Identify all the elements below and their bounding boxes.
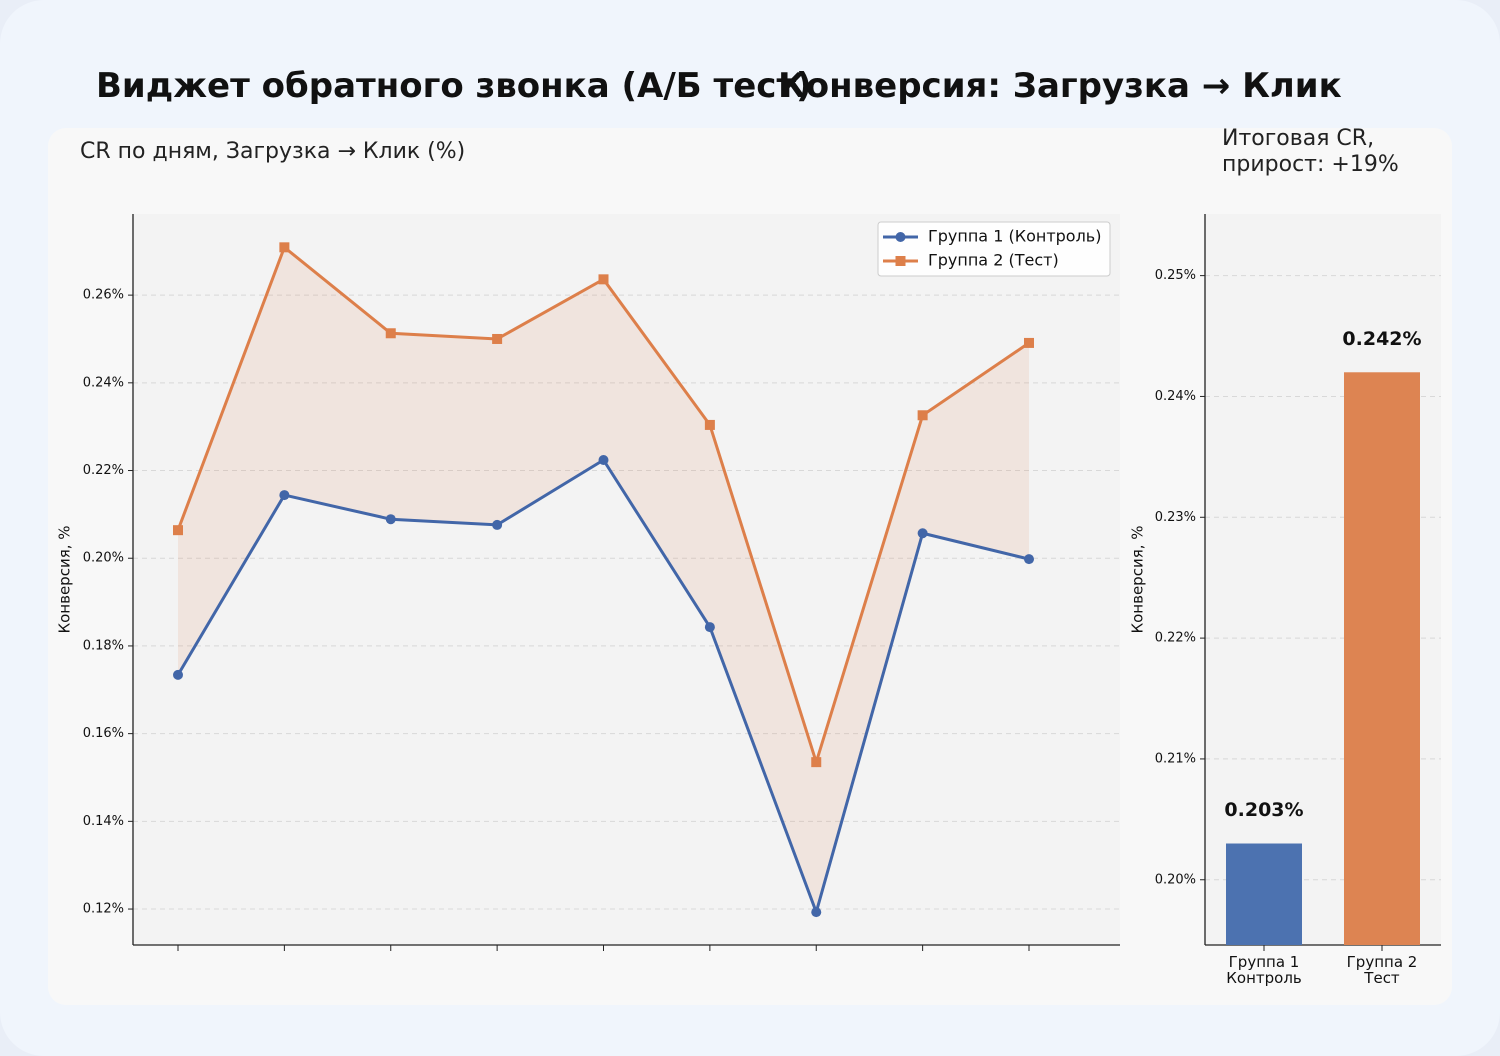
- point: [1024, 337, 1034, 348]
- legend: [877, 221, 1111, 277]
- x-tick-label: Группа 2 Тест: [1346, 953, 1418, 987]
- point: [173, 669, 183, 680]
- point: [385, 514, 396, 525]
- point: [492, 519, 503, 530]
- fill-between: [178, 247, 1029, 913]
- y-tick-label: 0.18%: [83, 638, 124, 653]
- legend-marker: [895, 256, 906, 266]
- bar: [1344, 372, 1420, 945]
- bar: [1226, 843, 1302, 945]
- page-title: Виджет обратного звонка (А/Б тест): [96, 66, 812, 106]
- y-tick-label: 0.26%: [83, 288, 124, 303]
- y-tick-label: 0.14%: [83, 814, 124, 829]
- point: [279, 490, 290, 501]
- legend-label: Группа 2 (Тест): [928, 251, 1059, 270]
- point: [492, 333, 503, 344]
- y-tick-label: 0.12%: [83, 902, 124, 917]
- y-tick-label: 0.21%: [1155, 751, 1196, 766]
- y-axis-label: Конверсия, %: [56, 525, 74, 633]
- point: [279, 242, 290, 253]
- point: [917, 410, 928, 421]
- legend-label: Группа 1 (Контроль): [928, 227, 1101, 246]
- value-label: 0.203%: [1224, 799, 1303, 821]
- point: [704, 419, 715, 430]
- y-tick-label: 0.23%: [1155, 510, 1196, 525]
- plot-area: [133, 214, 1120, 945]
- y-tick-label: 0.24%: [83, 375, 124, 390]
- y-tick-label: 0.20%: [1155, 872, 1196, 887]
- chart-title: CR по дням, Загрузка → Клик (%): [80, 139, 466, 164]
- y-tick-label: 0.25%: [1155, 268, 1196, 283]
- y-axis-label: Конверсия, %: [1129, 525, 1147, 633]
- point: [385, 328, 396, 339]
- legend-marker: [895, 232, 906, 242]
- point: [917, 528, 928, 539]
- point: [1024, 554, 1034, 565]
- y-tick-label: 0.16%: [83, 726, 124, 741]
- point: [598, 455, 609, 466]
- y-tick-label: 0.22%: [83, 463, 124, 478]
- value-label: 0.242%: [1342, 328, 1421, 350]
- y-tick-label: 0.20%: [83, 551, 124, 566]
- chart-title: Итоговая CR, прирост: +19%: [1222, 126, 1399, 177]
- point: [173, 525, 183, 536]
- page-subtitle: Конверсия: Загрузка → Клик: [778, 66, 1342, 106]
- x-tick-label: Группа 1 Контроль: [1226, 953, 1302, 987]
- point: [811, 907, 822, 918]
- y-tick-label: 0.24%: [1155, 389, 1196, 404]
- y-tick-label: 0.22%: [1155, 631, 1196, 646]
- point: [704, 622, 715, 633]
- point: [811, 757, 822, 768]
- point: [598, 274, 609, 285]
